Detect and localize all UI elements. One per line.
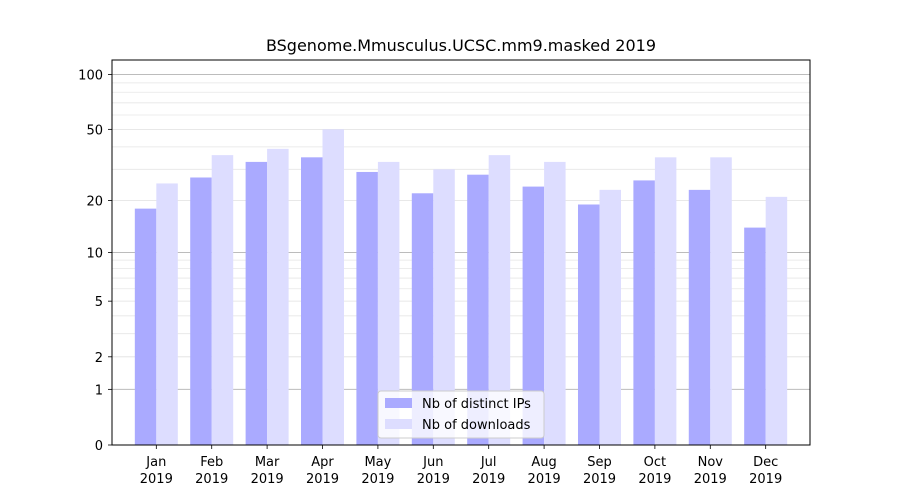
bar-distinct-ips <box>688 189 711 445</box>
x-tick-label: Mar <box>255 455 280 470</box>
x-tick-label-year: 2019 <box>472 472 505 487</box>
x-tick-label-year: 2019 <box>306 472 339 487</box>
x-tick-label-year: 2019 <box>749 472 782 487</box>
x-tick-label: Oct <box>644 455 666 470</box>
bar-downloads <box>599 189 621 445</box>
bar-downloads <box>211 155 234 446</box>
x-tick-label-year: 2019 <box>140 472 173 487</box>
x-tick-label-year: 2019 <box>638 472 671 487</box>
y-tick-label: 2 <box>95 351 103 366</box>
y-tick-label: 50 <box>86 123 103 138</box>
bar-distinct-ips <box>577 204 600 445</box>
bar-downloads <box>433 169 455 445</box>
bar-downloads <box>765 196 788 445</box>
bar-distinct-ips <box>411 193 434 445</box>
bar-distinct-ips <box>301 157 323 445</box>
legend-label: Nb of distinct IPs <box>422 397 531 412</box>
x-tick-label: Jan <box>145 455 166 470</box>
x-tick-label-year: 2019 <box>361 472 394 487</box>
legend-swatch <box>385 398 412 408</box>
x-tick-label-year: 2019 <box>694 472 727 487</box>
legend-swatch <box>385 419 412 429</box>
bar-distinct-ips <box>744 227 766 445</box>
bars <box>134 129 788 446</box>
bar-downloads <box>322 129 345 445</box>
x-tick-label: Dec <box>753 455 778 470</box>
x-tick-label: Jul <box>480 455 497 470</box>
x-tick-label: Sep <box>587 455 612 470</box>
y-tick-label: 10 <box>86 247 103 262</box>
legend-box <box>377 390 545 439</box>
bar-distinct-ips <box>356 171 378 445</box>
x-tick-label: Nov <box>698 455 724 470</box>
chart-title: BSgenome.Mmusculus.UCSC.mm9.masked 2019 <box>266 36 656 55</box>
x-tick-label: Apr <box>311 455 334 470</box>
bar-distinct-ips <box>190 177 212 445</box>
y-tick-label: 1 <box>95 383 103 398</box>
bar-downloads <box>156 183 178 445</box>
x-tick-label-year: 2019 <box>417 472 450 487</box>
bar-downloads <box>377 161 400 445</box>
x-tick-label-year: 2019 <box>251 472 284 487</box>
x-tick-label-year: 2019 <box>528 472 561 487</box>
bar-downloads <box>267 148 289 445</box>
x-tick-label: Feb <box>200 455 223 470</box>
plot-frame <box>111 59 811 446</box>
y-tick-label: 5 <box>95 295 103 310</box>
x-tick-label-year: 2019 <box>583 472 616 487</box>
y-tick-label: 100 <box>78 69 103 84</box>
bar-downloads <box>544 161 566 445</box>
bar-distinct-ips <box>467 174 489 446</box>
y-tick-label: 0 <box>95 439 103 454</box>
x-tick-label-year: 2019 <box>195 472 228 487</box>
bar-distinct-ips <box>134 208 157 445</box>
bar-distinct-ips <box>245 161 268 445</box>
bar-downloads <box>710 157 732 445</box>
bar-distinct-ips <box>522 186 545 445</box>
legend: Nb of distinct IPs Nb of downloads <box>377 390 545 439</box>
legend-label: Nb of downloads <box>422 418 531 433</box>
x-tick-label: Aug <box>531 455 556 470</box>
y-tick-label: 20 <box>86 195 103 210</box>
bar-downloads <box>488 155 511 446</box>
x-tick-label: May <box>364 455 391 470</box>
axes: Jan2019Feb2019Mar2019Apr2019May2019Jun20… <box>78 59 811 487</box>
x-tick-label: Jun <box>422 455 443 470</box>
bar-downloads <box>654 157 677 445</box>
bar-distinct-ips <box>633 180 655 446</box>
